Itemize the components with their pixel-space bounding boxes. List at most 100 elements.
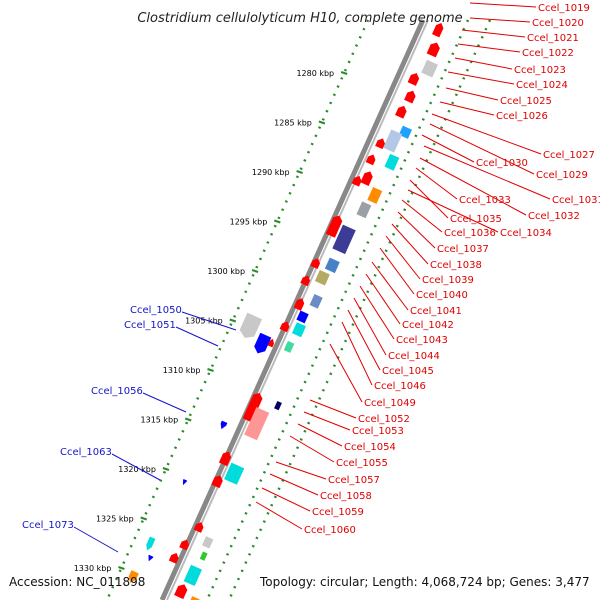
cds-arrow xyxy=(300,275,311,287)
gene-feature xyxy=(310,258,320,270)
feature-block xyxy=(201,536,214,549)
label-connector xyxy=(255,501,303,530)
label-connector xyxy=(289,435,335,463)
cds-arrow xyxy=(407,73,420,86)
ruler-tick xyxy=(118,566,125,570)
gene-feature xyxy=(179,539,189,551)
gene-feature xyxy=(293,298,305,311)
ruler-label: 1290 kbp xyxy=(252,168,290,177)
cds-arrow-reverse xyxy=(239,312,263,338)
map-tracks xyxy=(105,18,492,600)
feature-block xyxy=(224,462,245,485)
label-connector xyxy=(445,87,499,101)
label-connector xyxy=(359,285,395,340)
gene-feature xyxy=(360,171,373,186)
gene-feature xyxy=(383,129,403,153)
feature-block xyxy=(314,269,330,286)
label-connector xyxy=(309,399,357,419)
cds-arrow xyxy=(293,298,305,311)
label-connector xyxy=(303,411,351,431)
ruler-tick xyxy=(140,516,147,521)
gene-feature xyxy=(283,340,295,353)
gene-label: Ccel_1041 xyxy=(410,306,462,317)
backbone xyxy=(159,18,426,600)
gene-feature xyxy=(426,42,440,58)
gene-feature xyxy=(183,564,202,587)
ruler-tick xyxy=(162,467,170,471)
gene-label: Ccel_1036 xyxy=(444,228,496,239)
label-connector xyxy=(181,311,237,331)
gene-feature xyxy=(266,338,275,348)
reverse-feature xyxy=(254,332,272,354)
gene-feature xyxy=(211,475,223,489)
gene-label: Ccel_1060 xyxy=(304,525,356,536)
label-connector xyxy=(341,321,373,386)
gene-feature xyxy=(242,392,263,423)
gene-label: Ccel_1021 xyxy=(527,33,579,44)
gene-label: Ccel_1063 xyxy=(60,447,112,458)
ruler-label: 1300 kbp xyxy=(207,267,245,276)
ruler-tick xyxy=(296,170,303,174)
feature-block xyxy=(324,257,340,274)
gene-feature xyxy=(384,153,400,171)
label-connector xyxy=(461,29,526,38)
cds-arrow xyxy=(351,175,362,187)
gene-feature xyxy=(309,294,323,309)
gene-label: Ccel_1051 xyxy=(124,320,176,331)
label-connector xyxy=(353,297,387,356)
gene-label: Ccel_1030 xyxy=(476,158,528,169)
cds-arrow xyxy=(426,42,440,58)
cds-arrow xyxy=(375,138,385,150)
gene-feature xyxy=(407,73,420,86)
feature-block xyxy=(283,340,295,353)
label-connector xyxy=(469,17,531,23)
cds-arrow-reverse xyxy=(128,570,139,583)
gene-label: Ccel_1043 xyxy=(396,335,448,346)
gene-feature xyxy=(193,522,204,533)
cds-arrow-reverse xyxy=(148,554,154,562)
feature-block xyxy=(421,59,438,78)
label-connector xyxy=(391,223,429,265)
gene-label: Ccel_1057 xyxy=(328,475,380,486)
gene-feature xyxy=(356,201,372,219)
gene-label: Ccel_1039 xyxy=(422,275,474,286)
label-connector xyxy=(447,71,515,85)
label-connector xyxy=(269,473,319,496)
gene-feature xyxy=(404,90,416,104)
feature-block xyxy=(384,153,400,171)
cds-arrow xyxy=(395,105,407,119)
ruler-tick xyxy=(340,71,348,75)
gene-feature xyxy=(218,451,232,467)
label-connector xyxy=(385,235,421,280)
ruler-label: 1330 kbp xyxy=(74,564,112,573)
feature-block xyxy=(383,129,403,153)
track-group xyxy=(105,18,492,600)
gene-feature xyxy=(279,321,290,333)
gene-label: Ccel_1053 xyxy=(352,426,404,437)
gene-feature xyxy=(224,462,245,485)
gene-feature xyxy=(296,310,309,324)
ruler-label: 1320 kbp xyxy=(118,465,156,474)
feature-block xyxy=(356,201,372,219)
cds-arrow xyxy=(193,522,204,533)
cds-arrow xyxy=(404,90,416,104)
cds-arrow-reverse xyxy=(146,536,156,551)
reverse-feature xyxy=(220,420,228,430)
map-title: Clostridium cellulolyticum H10, complete… xyxy=(137,11,463,26)
label-connector xyxy=(469,2,537,8)
gene-label: Ccel_1033 xyxy=(459,195,511,206)
gene-feature xyxy=(351,175,362,187)
reverse-feature xyxy=(128,570,139,583)
gene-label: Ccel_1031 xyxy=(552,195,600,206)
gene-label: Ccel_1044 xyxy=(388,351,440,362)
cds-arrow xyxy=(310,258,320,270)
gene-feature xyxy=(201,536,214,549)
gene-feature xyxy=(398,125,413,139)
gene-feature xyxy=(314,269,330,286)
gene-label: Ccel_1027 xyxy=(543,150,595,161)
label-connector xyxy=(431,113,542,155)
label-connector xyxy=(111,453,161,481)
ruler-tick xyxy=(184,417,192,422)
reverse-feature xyxy=(239,312,263,338)
